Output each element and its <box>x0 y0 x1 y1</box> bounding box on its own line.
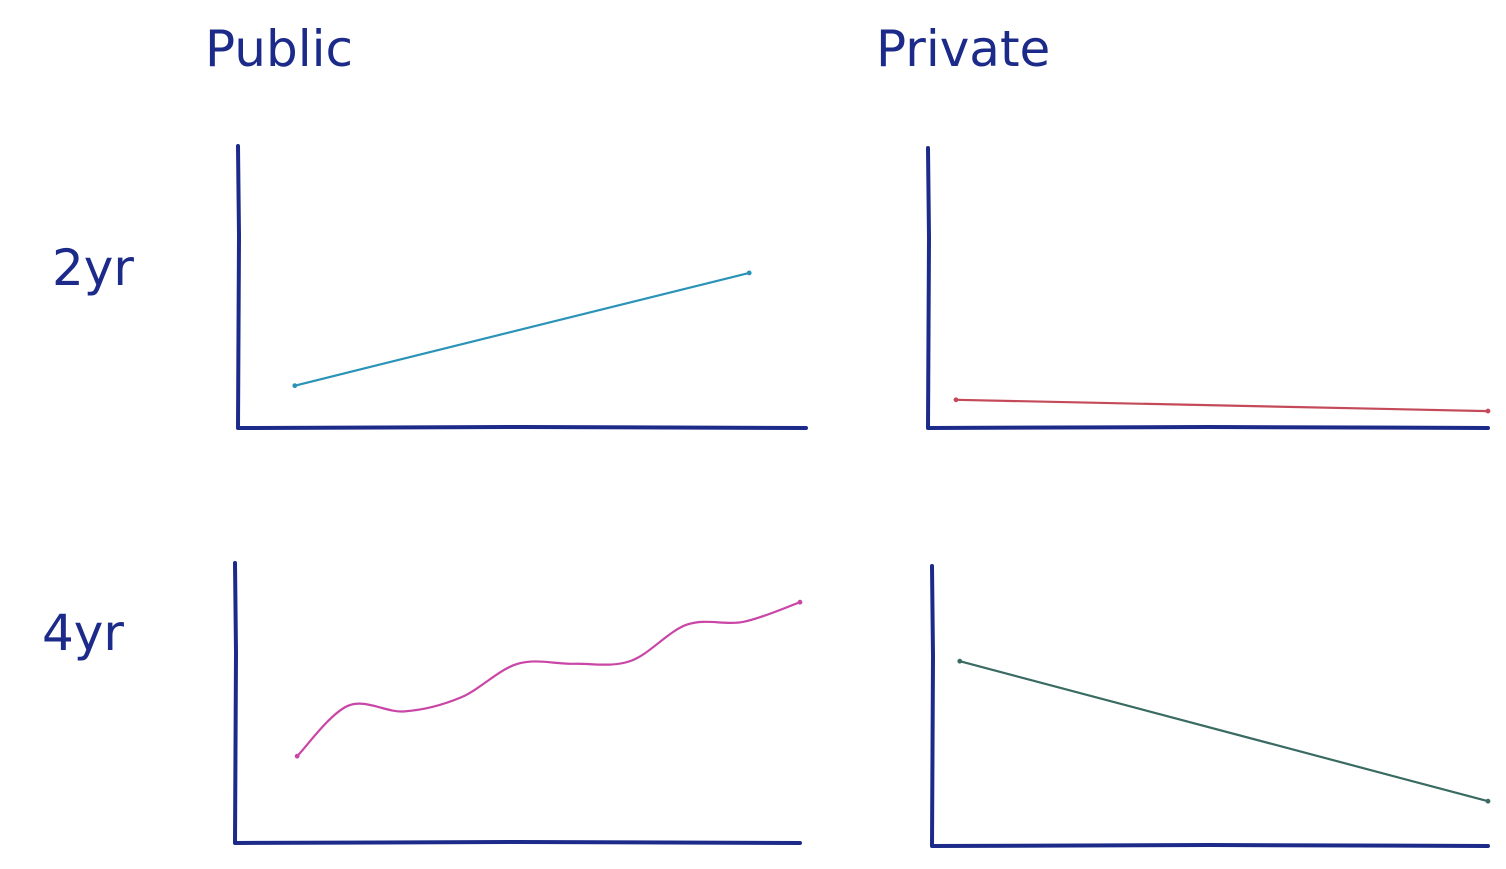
row-header-4yr: 4yr <box>42 604 124 662</box>
series-line-private-4yr <box>958 660 1490 803</box>
series-start-point-public-4yr <box>294 753 300 759</box>
column-header-public: Public <box>205 20 353 78</box>
row-header-2yr: 2yr <box>52 239 134 297</box>
series-end-point-private-2yr <box>1485 408 1491 414</box>
series-end-point-public-4yr <box>797 599 803 605</box>
axes-public-4yr <box>233 561 802 845</box>
series-end-point-public-2yr <box>746 270 752 276</box>
axes-private-2yr <box>926 146 1490 430</box>
chart-panels <box>233 144 1491 848</box>
series-line-public-4yr <box>296 601 802 758</box>
series-line-private-2yr <box>954 398 1490 413</box>
axes-public-2yr <box>236 144 808 430</box>
axes-private-4yr <box>930 564 1490 848</box>
series-start-point-public-2yr <box>292 383 298 389</box>
column-header-private: Private <box>876 20 1050 78</box>
series-start-point-private-4yr <box>957 658 963 664</box>
series-line-public-2yr <box>293 271 751 387</box>
series-start-point-private-2yr <box>953 397 959 403</box>
series-end-point-private-4yr <box>1485 798 1491 804</box>
